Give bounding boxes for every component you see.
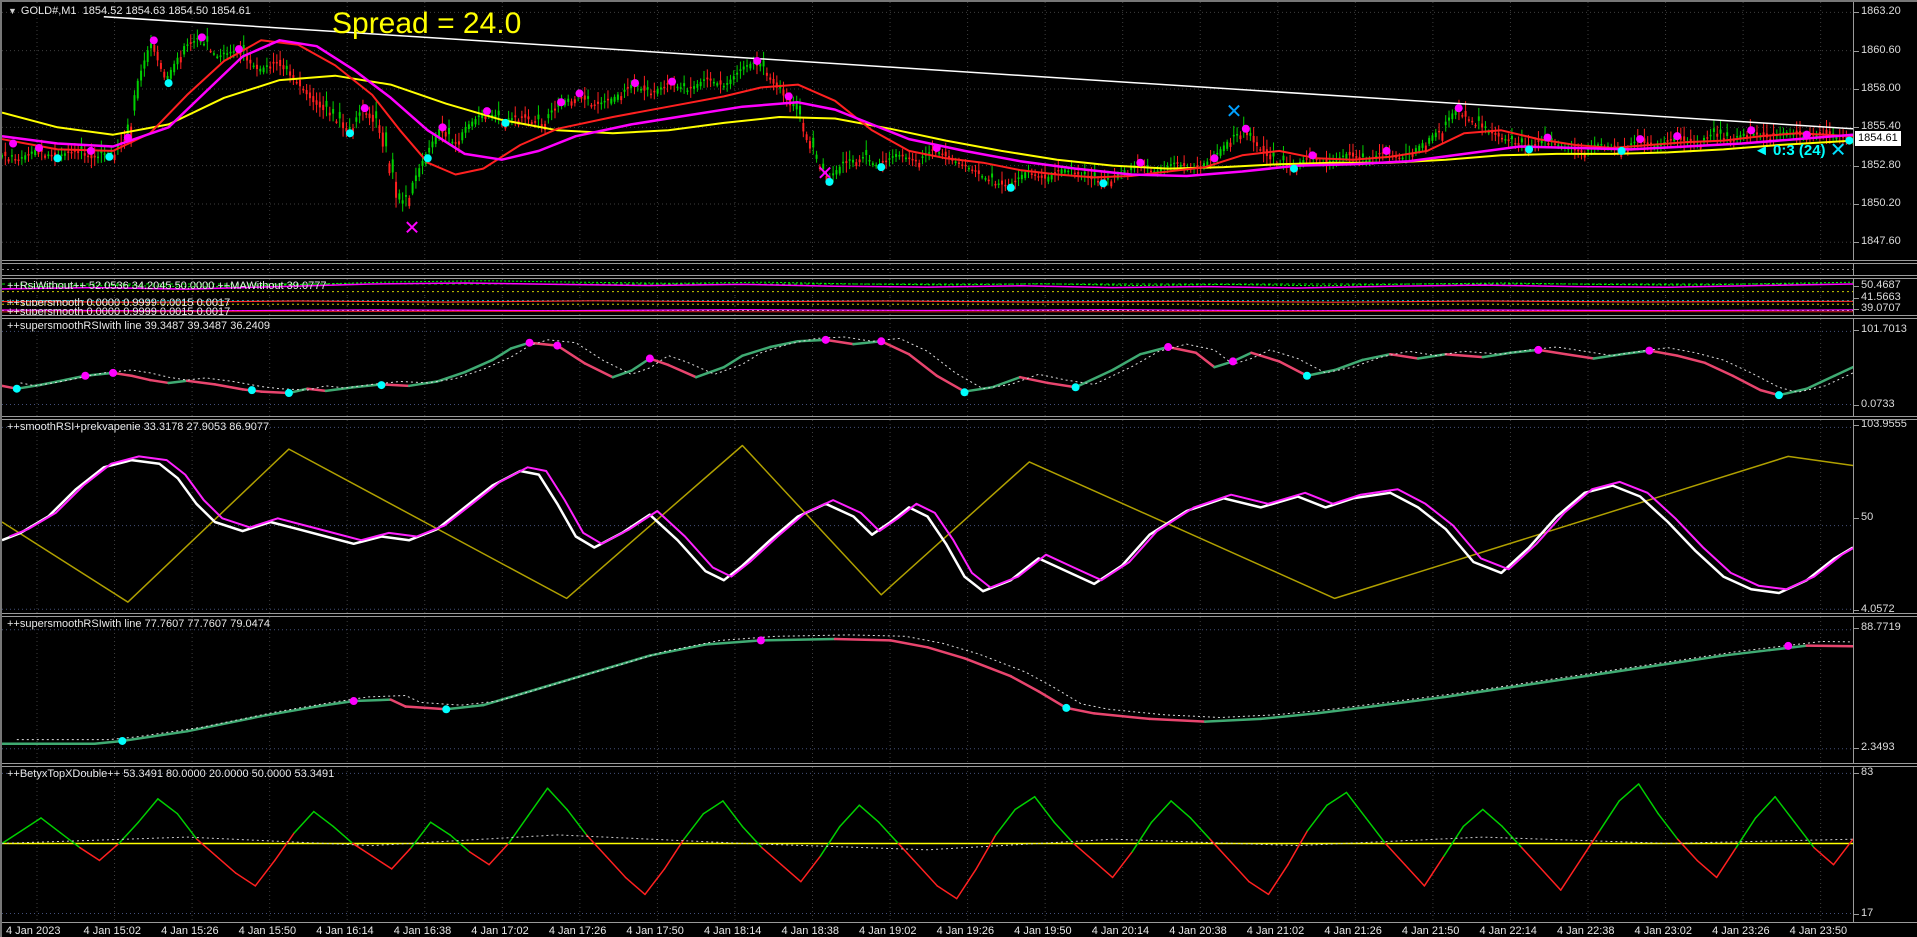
window-splitter[interactable]	[2, 763, 1917, 767]
indicator-label: ++smoothRSI+prekvapenie 33.3178 27.9053 …	[7, 421, 270, 433]
main-chart-window: ✕ ✕ ✕ ✕ ▼ GOLD#,M1 1854.52 1854.63 1854.50 1…	[2, 2, 1853, 260]
scale-label: 1852.80	[1854, 159, 1901, 171]
indicator-window-supersmoothrsi-1: ++supersmoothRSIwith line 39.3487 39.348…	[2, 319, 1853, 416]
window-splitter[interactable]	[2, 315, 1917, 319]
time-scale-label: 4 Jan 2023	[6, 925, 61, 937]
time-scale-label: 4 Jan 22:38	[1557, 925, 1615, 937]
indicator-label: ++RsiWithout++ 52.0536 34.2045 50.0000 +…	[7, 280, 327, 292]
indicator-canvas[interactable]	[2, 264, 1853, 275]
svg-text:✕: ✕	[1830, 137, 1847, 161]
current-price-box: 1854.61	[1855, 131, 1901, 146]
time-scale-label: 4 Jan 23:26	[1712, 925, 1770, 937]
time-scale-label: 4 Jan 20:14	[1091, 925, 1150, 937]
scale-label: 1850.20	[1854, 197, 1901, 209]
indicator-canvas[interactable]	[2, 297, 1853, 306]
indicator-canvas[interactable]	[2, 306, 1853, 315]
indicator-canvas[interactable]	[2, 279, 1853, 297]
window-splitter[interactable]	[2, 275, 1917, 279]
time-scale-bar[interactable]: 4 Jan 2023 4 Jan 15:02 4 Jan 15:26 4 Jan 15…	[2, 922, 1917, 937]
scale-label: 1847.60	[1854, 235, 1901, 247]
time-scale-label: 4 Jan 23:02	[1634, 925, 1693, 937]
indicator-window-rsiwithout: ++RsiWithout++ 52.0536 34.2045 50.0000 +…	[2, 279, 1853, 297]
time-scale-label: 4 Jan 17:26	[548, 925, 607, 937]
time-scale-label: 4 Jan 21:02	[1246, 925, 1305, 937]
scale-label: 1863.20	[1854, 5, 1901, 17]
svg-text:✕: ✕	[1226, 99, 1243, 123]
scale-label: 4.0572	[1854, 603, 1895, 615]
window-splitter[interactable]	[2, 613, 1917, 617]
indicator-label: ++BetyxTopXDouble++ 53.3491 80.0000 20.0…	[7, 768, 335, 780]
indicator-label: ++supersmoothRSIwith line 39.3487 39.348…	[7, 320, 270, 332]
window-splitter[interactable]	[2, 260, 1917, 264]
indicator-canvas[interactable]	[2, 319, 1853, 416]
indicator-window-smoothrsi-prekvapenie: ++smoothRSI+prekvapenie 33.3178 27.9053 …	[2, 420, 1853, 613]
scale-label: 1860.60	[1854, 44, 1901, 56]
scale-label: 88.7719	[1854, 621, 1901, 633]
time-scale-label: 4 Jan 18:38	[781, 925, 840, 937]
time-scale-label: 4 Jan 23:50	[1789, 925, 1848, 937]
time-scale-label: 4 Jan 19:02	[859, 925, 917, 937]
indicator-label: ++supersmooth 0.0000 0.9999 0.0015 0.001…	[7, 306, 231, 315]
indicator-window-collapsed-1	[2, 264, 1853, 275]
scale-label: 101.7013	[1854, 323, 1907, 335]
scale-label: 1858.00	[1854, 82, 1901, 94]
time-scale-label: 4 Jan 15:26	[161, 925, 219, 937]
indicator-window-supersmooth-1: ++supersmooth 0.0000 0.9999 0.0015 0.001…	[2, 297, 1853, 306]
indicator-window-supersmoothrsi-2: ++supersmoothRSIwith line 77.7607 77.760…	[2, 617, 1853, 763]
indicator-canvas[interactable]	[2, 767, 1853, 922]
time-scale-label: 4 Jan 16:38	[393, 925, 452, 937]
time-scale-label: 4 Jan 21:26	[1324, 925, 1382, 937]
scale-label: 41.5663	[1854, 291, 1901, 303]
price-scale-column[interactable]: 1854.61 1863.20 1860.60 1858.00 1855.40 1852…	[1853, 2, 1917, 922]
chart-title: ▼ GOLD#,M1 1854.52 1854.63 1854.50 1854.6…	[8, 5, 251, 17]
scale-label: 39.0707	[1854, 302, 1901, 314]
ohlc-values: 1854.52 1854.63 1854.50 1854.61	[82, 5, 251, 17]
time-scale-label: 4 Jan 19:26	[936, 925, 995, 937]
scale-label: 1855.40	[1854, 120, 1901, 132]
main-chart-canvas[interactable]: ✕ ✕ ✕ ✕	[2, 2, 1853, 260]
collapse-triangle-icon[interactable]: ▼	[8, 6, 17, 16]
scale-label: 83	[1853, 766, 1874, 778]
indicator-label: ++supersmooth 0.0000 0.9999 0.0015 0.001…	[7, 297, 231, 306]
symbol-period-label: GOLD#,M1	[20, 5, 77, 17]
window-splitter[interactable]	[2, 416, 1917, 420]
scale-label: 0.0733	[1854, 398, 1895, 410]
indicator-window-supersmooth-2: ++supersmooth 0.0000 0.9999 0.0015 0.001…	[2, 306, 1853, 315]
indicator-canvas[interactable]	[2, 617, 1853, 763]
time-scale-label: 4 Jan 17:50	[626, 925, 684, 937]
bar-countdown-label: ◄ 0:3 (24)	[1754, 142, 1826, 159]
indicator-canvas[interactable]	[2, 420, 1853, 613]
time-scale-label: 4 Jan 20:38	[1169, 925, 1227, 937]
time-scale-label: 4 Jan 17:02	[471, 925, 529, 937]
indicator-label: ++supersmoothRSIwith line 77.7607 77.760…	[7, 618, 270, 630]
scale-label: 103.9555	[1854, 418, 1907, 430]
time-scale-label: 4 Jan 22:14	[1479, 925, 1537, 937]
time-scale-label: 4 Jan 19:50	[1014, 925, 1072, 937]
time-scale-label: 4 Jan 15:02	[83, 925, 142, 937]
time-scale-label: 4 Jan 16:14	[316, 925, 374, 937]
spread-label: Spread = 24.0	[332, 7, 522, 40]
svg-text:✕: ✕	[817, 161, 834, 185]
svg-text:✕: ✕	[404, 216, 421, 240]
time-scale-label: 4 Jan 21:50	[1401, 925, 1460, 937]
time-scale-label: 4 Jan 15:50	[238, 925, 297, 937]
scale-label: 2.3493	[1854, 741, 1895, 753]
scale-label: 17	[1853, 907, 1874, 919]
indicator-window-betyxtopxdouble: ++BetyxTopXDouble++ 53.3491 80.0000 20.0…	[2, 767, 1853, 922]
time-scale-label: 4 Jan 18:14	[703, 925, 762, 937]
scale-label: 50.4687	[1854, 279, 1901, 291]
scale-label: 50	[1853, 511, 1874, 523]
